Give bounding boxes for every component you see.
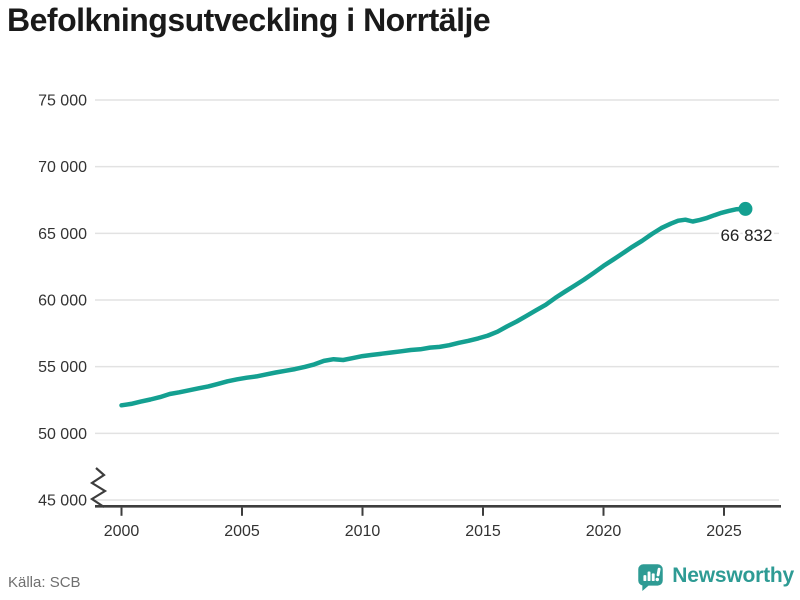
y-axis-tick-label: 50 000	[38, 426, 87, 443]
x-axis-tick-label: 2010	[345, 523, 381, 540]
latest-value-dot	[738, 201, 753, 216]
axis-break-icon	[89, 467, 108, 508]
y-axis-tick-label: 65 000	[38, 226, 87, 243]
chart-title: Befolkningsutveckling i Norrtälje	[7, 2, 491, 38]
x-axis-tick-label: 2025	[706, 523, 742, 540]
source-label: Källa: SCB	[8, 574, 81, 591]
x-axis-tick-label: 2015	[465, 523, 501, 540]
x-axis-tick-label: 2005	[224, 523, 260, 540]
bar-short	[643, 574, 647, 581]
newsworthy-wordmark: Newsworthy	[672, 564, 794, 587]
newsworthy-logo: Newsworthy	[636, 560, 794, 592]
exclamation-mark	[655, 567, 661, 581]
bar-medium	[652, 572, 655, 581]
y-axis-tick-label: 60 000	[38, 293, 87, 310]
population-line	[119, 206, 748, 408]
latest-value-label: 66 832	[720, 226, 772, 245]
y-axis-tick-label: 75 000	[38, 93, 87, 110]
x-axis-tick-label: 2020	[586, 523, 622, 540]
bar-tall	[647, 571, 651, 581]
x-axis-tick-label: 2000	[104, 523, 140, 540]
y-axis-tick-label: 55 000	[38, 359, 87, 376]
newsworthy-bar-chart-speech-bubble-icon	[638, 563, 664, 591]
y-axis-tick-label: 70 000	[38, 159, 87, 176]
y-axis-tick-label: 45 000	[38, 493, 87, 510]
